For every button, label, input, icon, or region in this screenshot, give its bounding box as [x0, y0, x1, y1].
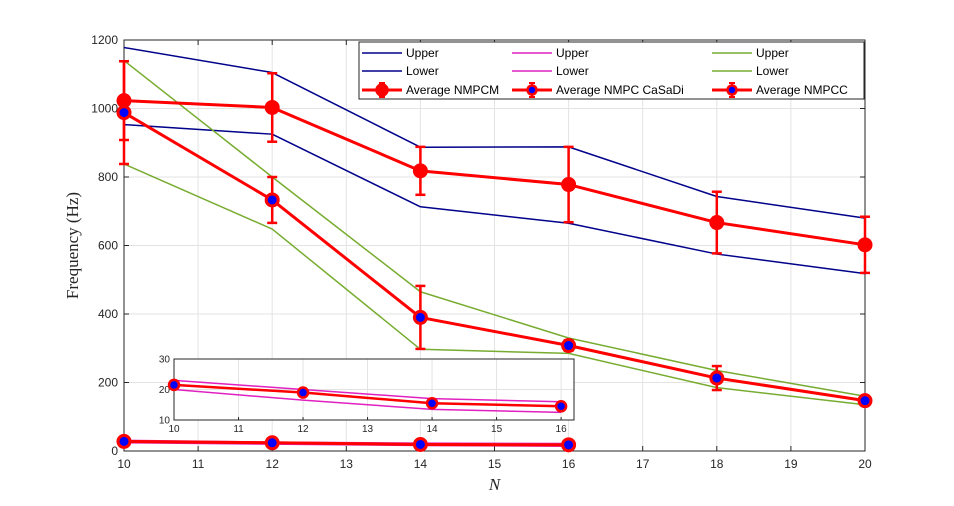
series-line-average-nmpc-casadi	[173, 383, 562, 408]
y-tick-label: 800	[98, 170, 118, 184]
series-line-lower-bound	[123, 123, 866, 275]
data-point-marker	[116, 433, 132, 449]
y-tick-label: 0	[111, 444, 118, 458]
data-point-marker	[264, 99, 280, 115]
data-point-marker	[264, 192, 280, 208]
legend-label: Lower	[556, 64, 589, 78]
series-line-average-nmpc-casadi	[123, 439, 569, 447]
inset-x-tick-label: 11	[233, 424, 244, 435]
series-line-upper-bound	[123, 59, 866, 397]
x-tick-label: 15	[488, 457, 502, 471]
data-point-marker	[561, 338, 577, 354]
legend-label: Upper	[556, 46, 589, 60]
x-tick-label: 12	[266, 457, 280, 471]
y-tick-label: 600	[98, 239, 118, 253]
x-tick-label: 11	[192, 457, 205, 471]
y-tick-label: 400	[98, 307, 118, 321]
legend-label: Lower	[406, 64, 439, 78]
legend-box	[358, 41, 865, 100]
legend: Upper Upper Upper Lower Lower Lower Average NM…	[358, 41, 865, 100]
data-point-marker	[857, 393, 873, 409]
legend-marker-swatch	[726, 84, 738, 96]
inset-x-tick-label: 14	[427, 424, 439, 435]
series-line-lower-bound	[173, 388, 562, 414]
inset-x-tick-label: 12	[297, 424, 309, 435]
legend-marker-swatch	[375, 83, 389, 97]
x-tick-label: 13	[340, 457, 354, 471]
data-point-marker	[264, 435, 280, 451]
legend-label: Average NMPCC	[756, 83, 848, 97]
series-line-upper-bound	[173, 379, 562, 403]
data-point-marker	[412, 163, 428, 179]
series-line-lower-bound	[123, 163, 866, 406]
x-axis-label: N	[488, 475, 502, 494]
series-line-upper-bound	[123, 46, 866, 219]
inset-y-tick-label: 30	[159, 355, 171, 366]
series-line-average-nmpcc	[123, 111, 866, 403]
y-axis-label: Frequency (Hz)	[63, 192, 82, 299]
legend-label: Lower	[756, 64, 789, 78]
x-tick-label: 19	[784, 457, 798, 471]
x-tick-label: 20	[858, 457, 872, 471]
x-tick-label: 14	[414, 457, 428, 471]
data-point-marker	[167, 378, 181, 392]
data-point-marker	[554, 400, 568, 413]
data-point-marker	[561, 177, 577, 193]
data-point-marker	[296, 386, 310, 399]
inset-plot: 10 11 12 13 14 15 16 10 20 30	[159, 355, 575, 435]
y-tick-label: 1200	[91, 33, 118, 47]
data-point-marker	[709, 215, 725, 231]
x-tick-label: 18	[710, 457, 724, 471]
series-line-average-nmpcm	[123, 99, 866, 247]
y-tick-label: 200	[98, 376, 118, 390]
data-point-marker	[412, 436, 428, 452]
legend-label: Average NMPC CaSaDi	[556, 83, 684, 97]
x-tick-label: 17	[636, 457, 650, 471]
legend-marker-swatch	[526, 84, 538, 96]
data-point-marker	[116, 105, 132, 121]
inset-x-tick-label: 16	[556, 424, 568, 435]
x-tick-label: 16	[562, 457, 576, 471]
data-point-marker	[425, 396, 439, 410]
inset-x-tick-label: 15	[491, 424, 503, 435]
legend-label: Average NMPCM	[406, 83, 499, 97]
data-point-marker	[857, 237, 873, 253]
data-point-marker	[412, 309, 428, 325]
inset-y-tick-label: 20	[159, 385, 171, 396]
data-point-marker	[561, 437, 577, 453]
y-tick-label: 1000	[91, 102, 118, 116]
x-tick-label: 10	[117, 457, 131, 471]
legend-label: Upper	[756, 46, 789, 60]
inset-y-tick-label: 10	[159, 416, 171, 427]
inset-x-tick-label: 13	[362, 424, 374, 435]
legend-label: Upper	[406, 46, 439, 60]
inset-x-tick-label: 10	[168, 424, 180, 435]
data-point-marker	[709, 370, 725, 386]
